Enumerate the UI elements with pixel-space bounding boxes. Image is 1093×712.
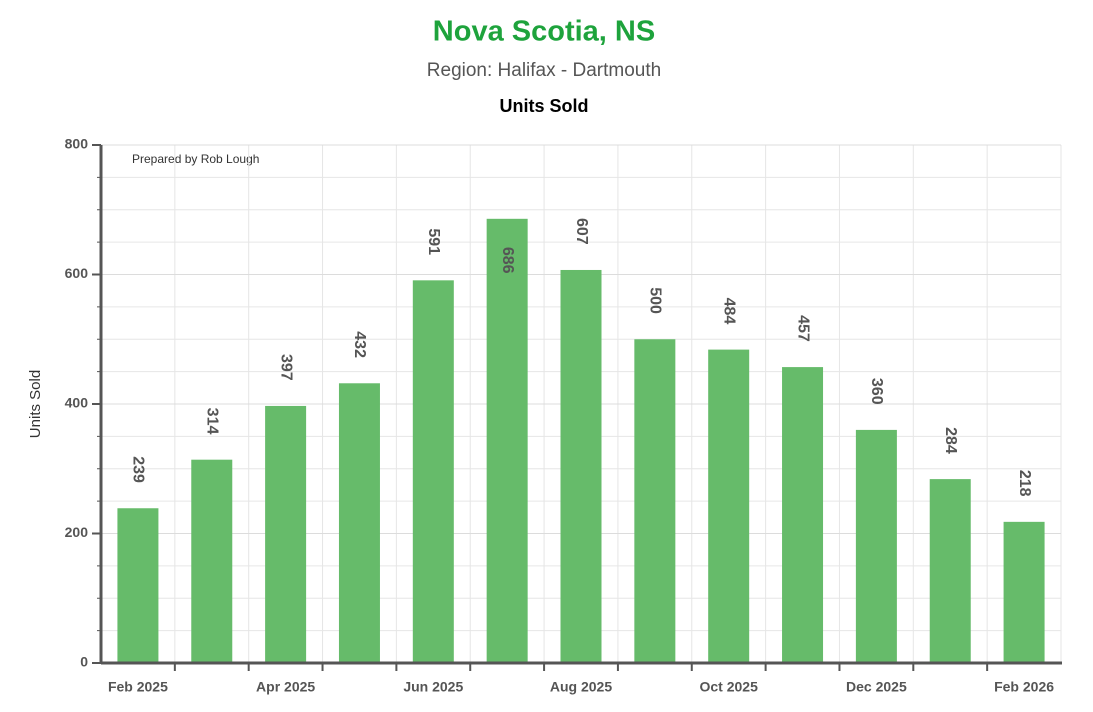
bar bbox=[412, 280, 454, 663]
data-label: 591 bbox=[425, 228, 442, 255]
y-tick-label: 400 bbox=[65, 395, 89, 411]
y-tick-label: 800 bbox=[65, 136, 89, 152]
data-label: 432 bbox=[351, 331, 368, 358]
x-tick-label: Dec 2025 bbox=[846, 679, 907, 695]
bar bbox=[560, 269, 602, 663]
x-tick-label: Feb 2026 bbox=[994, 679, 1054, 695]
bar bbox=[855, 429, 897, 663]
data-label: 500 bbox=[647, 287, 664, 314]
data-label: 607 bbox=[573, 218, 590, 245]
data-label: 314 bbox=[204, 408, 221, 435]
x-tick-label: Jun 2025 bbox=[403, 679, 463, 695]
data-label: 284 bbox=[942, 427, 959, 454]
chart-title: Nova Scotia, NS bbox=[433, 16, 655, 48]
chart-subtitle: Region: Halifax - Dartmouth bbox=[427, 60, 661, 81]
data-label: 397 bbox=[277, 354, 294, 381]
y-tick-label: 0 bbox=[80, 654, 88, 670]
bar bbox=[191, 459, 233, 663]
y-axis-label: Units Sold bbox=[27, 370, 44, 438]
bar bbox=[782, 367, 824, 663]
x-tick-label: Oct 2025 bbox=[700, 679, 759, 695]
bar bbox=[117, 508, 159, 663]
data-label: 686 bbox=[499, 247, 516, 274]
chart-label: Units Sold bbox=[500, 96, 589, 116]
data-label: 239 bbox=[130, 456, 147, 483]
y-tick-label: 600 bbox=[65, 265, 89, 281]
bar bbox=[634, 339, 676, 663]
bar bbox=[1003, 521, 1045, 663]
bar bbox=[708, 349, 750, 663]
data-label: 484 bbox=[720, 298, 737, 325]
annotation: Prepared by Rob Lough bbox=[132, 152, 259, 166]
y-tick-label: 200 bbox=[65, 524, 89, 540]
bar bbox=[486, 218, 528, 663]
data-label: 360 bbox=[868, 378, 885, 405]
bar bbox=[265, 405, 307, 663]
data-label: 457 bbox=[794, 315, 811, 342]
data-label: 218 bbox=[1016, 470, 1033, 497]
x-tick-label: Feb 2025 bbox=[108, 679, 168, 695]
bar bbox=[929, 479, 971, 663]
bar bbox=[338, 383, 380, 663]
x-tick-label: Apr 2025 bbox=[256, 679, 315, 695]
x-tick-label: Aug 2025 bbox=[550, 679, 612, 695]
